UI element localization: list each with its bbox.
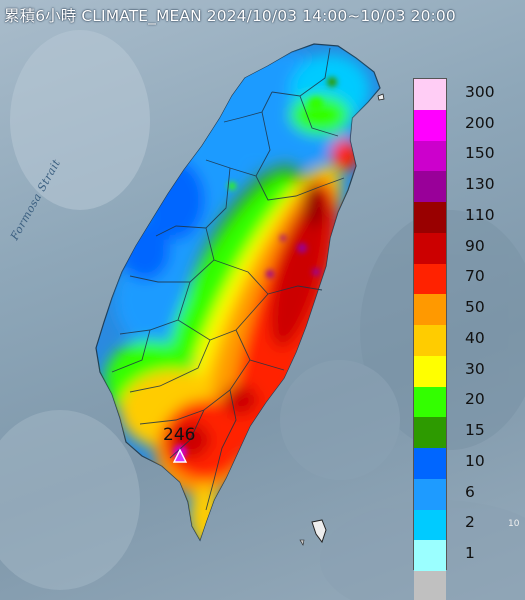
legend-swatch [414,571,446,600]
small-islet [299,539,305,546]
legend-swatch [414,202,446,233]
legend-tick-label: 6 [465,482,475,501]
legend-tick-label: 300 [465,82,495,101]
legend-tick-label: 40 [465,328,485,347]
legend-swatch [414,232,446,264]
legend-tick-label: 150 [465,144,495,163]
legend-tick-label: 30 [465,359,485,378]
map-corner-label: 10 [508,519,520,529]
legend-tick-label: 70 [465,267,485,286]
legend-swatch [414,448,446,479]
legend-tick-label: 15 [465,421,485,439]
legend-swatch [414,263,446,295]
legend-swatch [414,509,446,541]
legend-tick-label: 130 [465,175,495,193]
county-boundaries [111,47,345,511]
legend-tick-label: 110 [465,205,495,224]
max-value-label: 246 [163,425,196,445]
map-title: 累積6小時 CLIMATE_MEAN 2024/10/03 14:00~10/0… [4,7,456,25]
legend-swatch [414,355,446,387]
legend-tick-label: 20 [465,390,485,409]
legend-tick-label: 50 [465,298,485,316]
legend-swatch [414,109,446,141]
triangle-marker-icon [172,448,188,463]
turtle-island [377,93,385,101]
legend-swatch [414,79,446,110]
sea-background [0,30,525,600]
legend-swatch [414,325,446,356]
legend-tick-label: 200 [465,113,495,132]
legend-tick-label: 2 [465,513,475,532]
legend-tick-label: 90 [465,236,485,255]
legend-tick-label: 10 [465,451,485,470]
legend-swatch [414,294,446,325]
color-legend [413,78,447,600]
legend-swatch [414,171,446,202]
legend-tick-label: 1 [465,544,475,562]
legend-swatch [414,417,446,448]
green-island [311,519,327,544]
legend-swatch [414,540,446,571]
legend-swatch [414,478,446,510]
legend-swatch [414,386,446,418]
legend-swatch [414,140,446,172]
